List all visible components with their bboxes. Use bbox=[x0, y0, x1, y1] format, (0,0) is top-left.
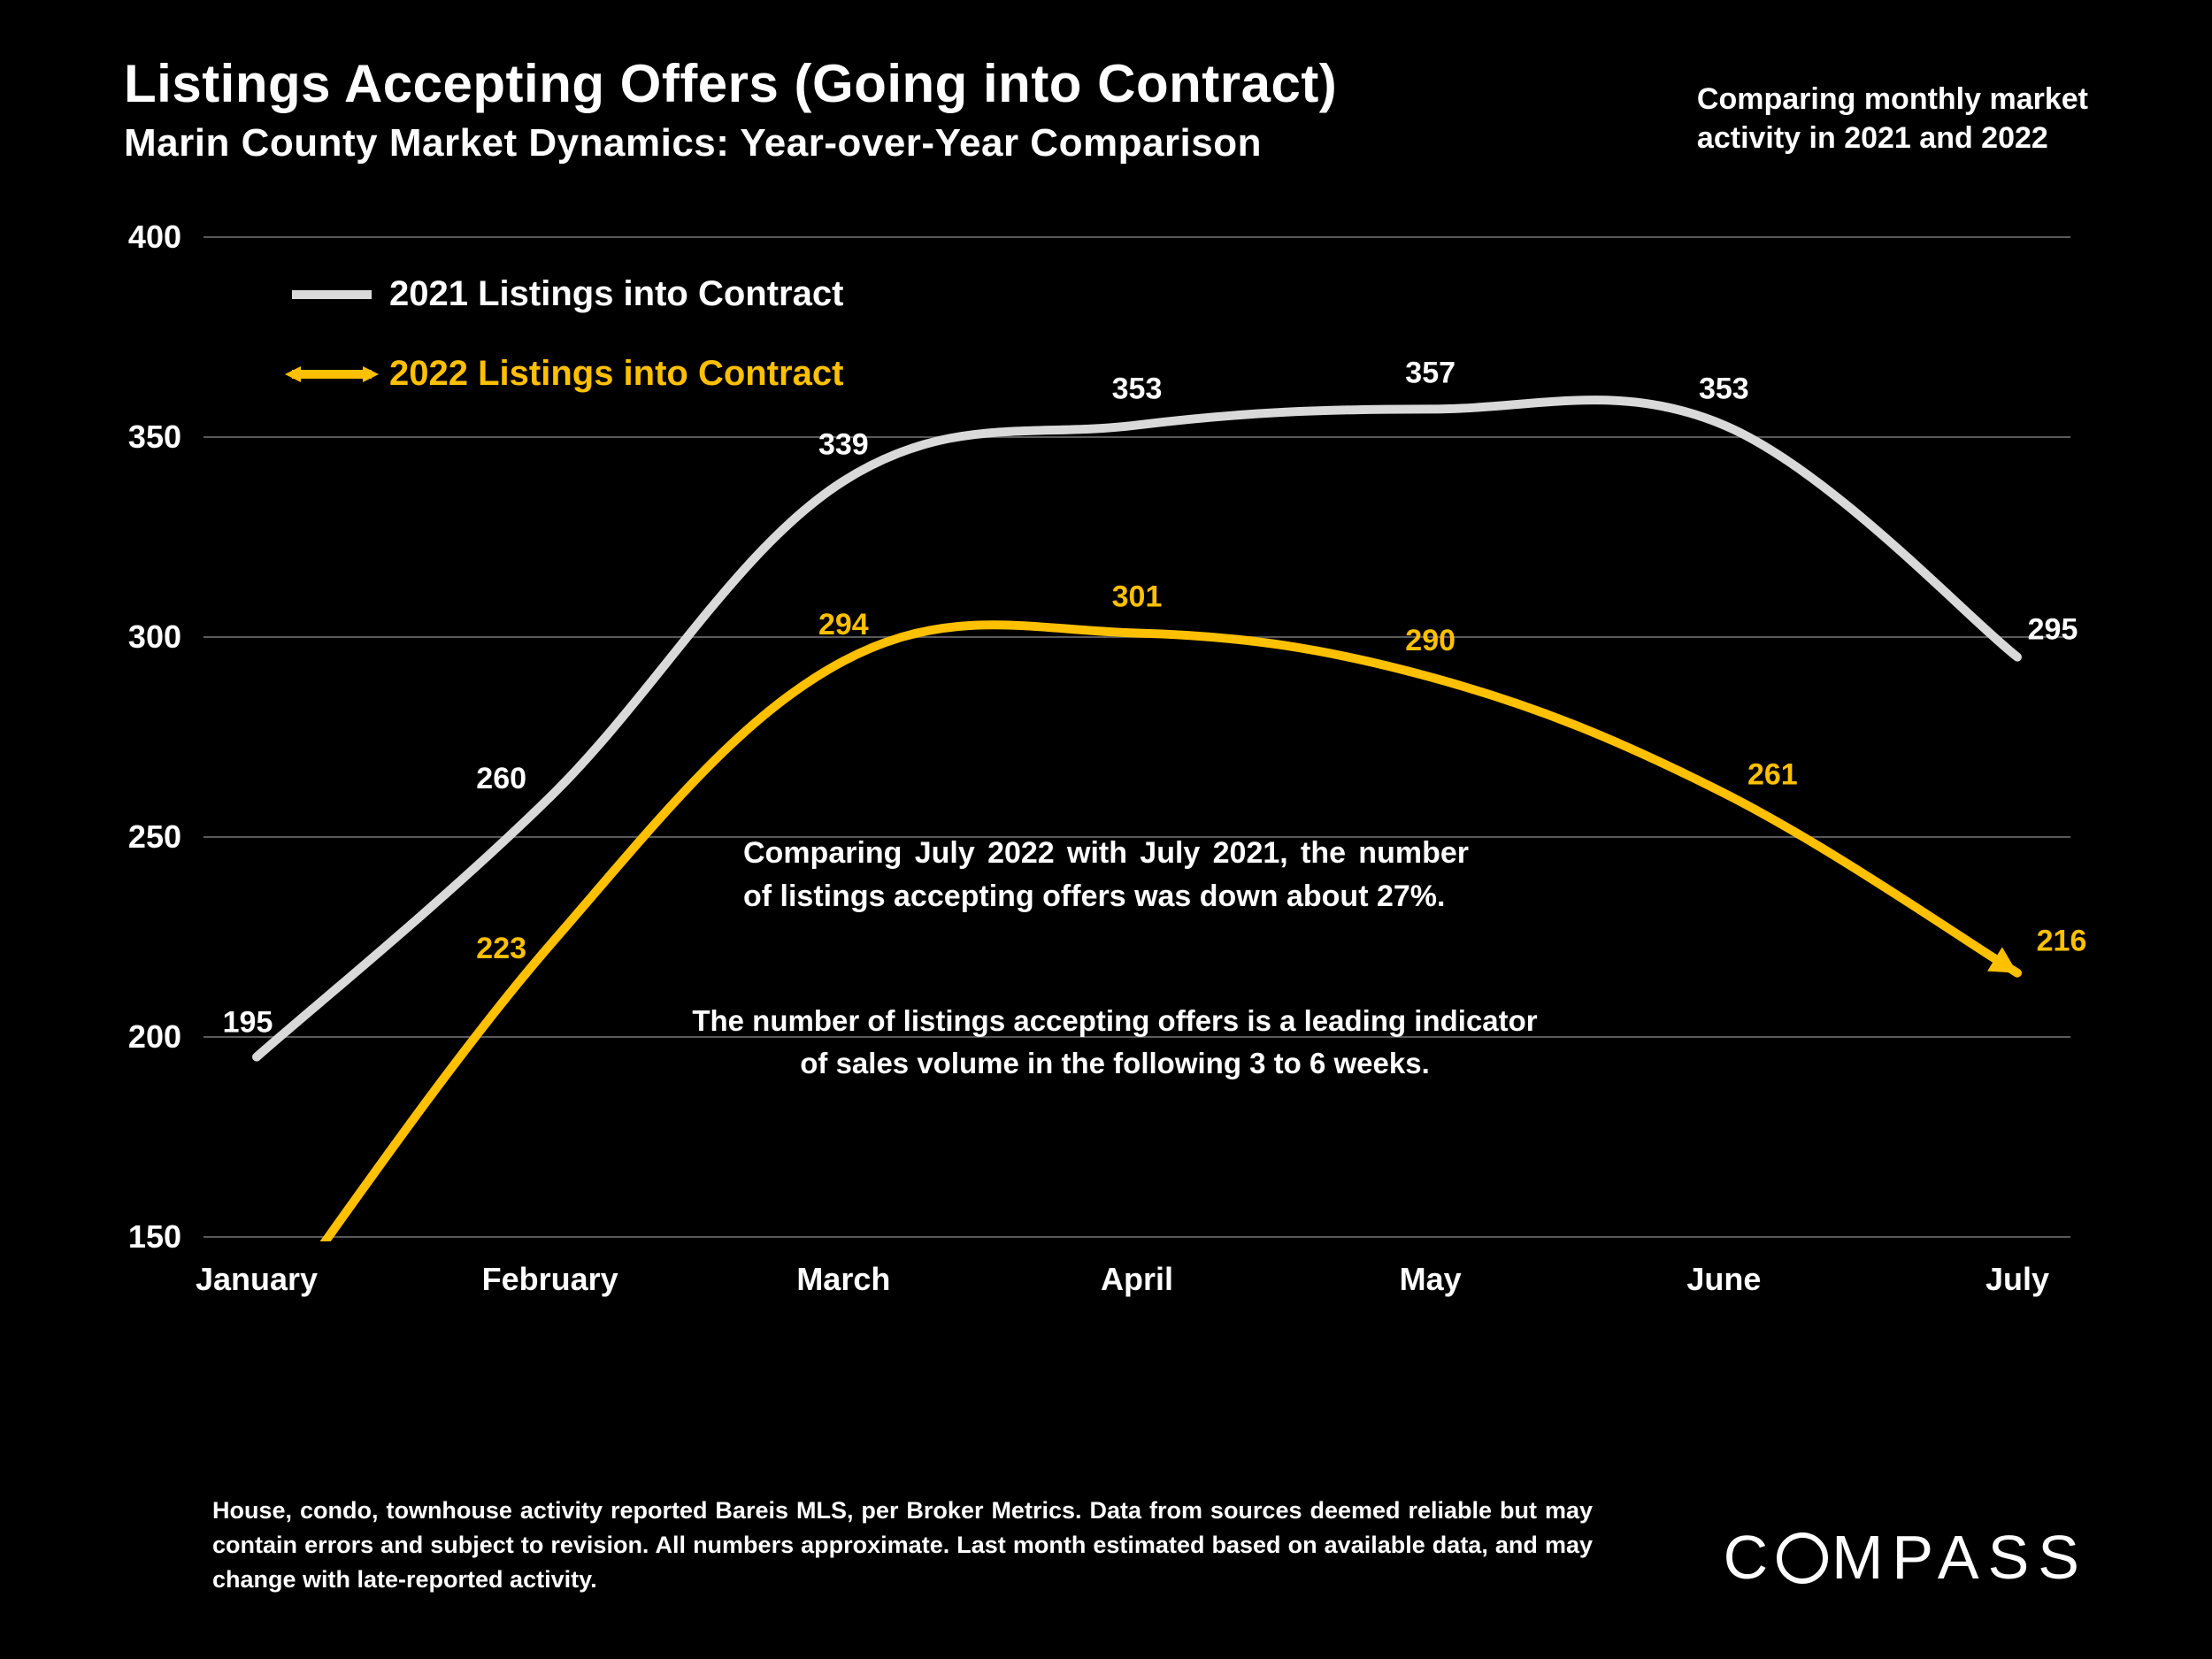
logo-letter-c: C bbox=[1724, 1523, 1778, 1592]
legend: 2021 Listings into Contract 2022 Listing… bbox=[292, 274, 843, 434]
logo-circle-icon bbox=[1777, 1532, 1828, 1584]
data-label-2022: 294 bbox=[818, 608, 869, 641]
x-axis-tick: July bbox=[1985, 1261, 2049, 1297]
chart-subtitle: Marin County Market Dynamics: Year-over-… bbox=[124, 121, 1337, 165]
legend-swatch-2022 bbox=[292, 370, 372, 379]
legend-item-2022: 2022 Listings into Contract bbox=[292, 354, 843, 394]
chart-title: Listings Accepting Offers (Going into Co… bbox=[124, 53, 1337, 114]
legend-swatch-2021 bbox=[292, 290, 372, 299]
x-axis-tick: March bbox=[796, 1261, 890, 1297]
footer-note: House, condo, townhouse activity reporte… bbox=[212, 1494, 1593, 1597]
arrow-left-icon bbox=[285, 366, 301, 382]
x-axis-tick: January bbox=[196, 1261, 318, 1297]
annotation-primary: Comparing July 2022 with July 2021, the … bbox=[743, 832, 1469, 919]
x-axis-tick: May bbox=[1400, 1261, 1462, 1297]
y-axis-tick: 350 bbox=[128, 419, 181, 455]
y-axis-tick: 250 bbox=[128, 818, 181, 855]
x-axis-tick: June bbox=[1686, 1261, 1761, 1297]
data-label-2021: 195 bbox=[223, 1006, 273, 1040]
y-axis-tick: 400 bbox=[128, 219, 181, 255]
data-label-2022: 290 bbox=[1405, 624, 1455, 657]
legend-label-2021: 2021 Listings into Contract bbox=[389, 274, 843, 314]
data-label-2022: 261 bbox=[1747, 757, 1798, 791]
logo-rest: MPASS bbox=[1832, 1523, 2088, 1592]
y-axis-tick: 200 bbox=[128, 1018, 181, 1055]
x-axis-tick: February bbox=[482, 1261, 618, 1297]
data-label-2022: 301 bbox=[1112, 580, 1163, 613]
y-axis-tick: 150 bbox=[128, 1218, 181, 1255]
legend-label-2022: 2022 Listings into Contract bbox=[389, 354, 843, 394]
compass-logo: C MPASS bbox=[1724, 1522, 2088, 1593]
series-line-s2022 bbox=[257, 625, 2017, 1334]
corner-note: Comparing monthly market activity in 202… bbox=[1697, 80, 2088, 157]
arrow-right-icon bbox=[363, 366, 379, 382]
data-label-2021: 260 bbox=[476, 762, 526, 795]
data-label-2021: 295 bbox=[2028, 613, 2078, 647]
data-label-2021: 353 bbox=[1699, 372, 1749, 405]
corner-note-line2: activity in 2021 and 2022 bbox=[1697, 119, 2088, 157]
data-label-2022: 223 bbox=[476, 932, 526, 965]
annotation-secondary: The number of listings accepting offers … bbox=[681, 1000, 1548, 1085]
corner-note-line1: Comparing monthly market bbox=[1697, 80, 2088, 119]
data-label-2021: 353 bbox=[1112, 372, 1163, 405]
legend-item-2021: 2021 Listings into Contract bbox=[292, 274, 843, 314]
data-label-2021: 357 bbox=[1405, 356, 1455, 389]
x-axis-tick: April bbox=[1101, 1261, 1173, 1297]
y-axis-tick: 300 bbox=[128, 618, 181, 655]
data-label-2022: 216 bbox=[2037, 925, 2087, 958]
title-block: Listings Accepting Offers (Going into Co… bbox=[124, 53, 1337, 165]
